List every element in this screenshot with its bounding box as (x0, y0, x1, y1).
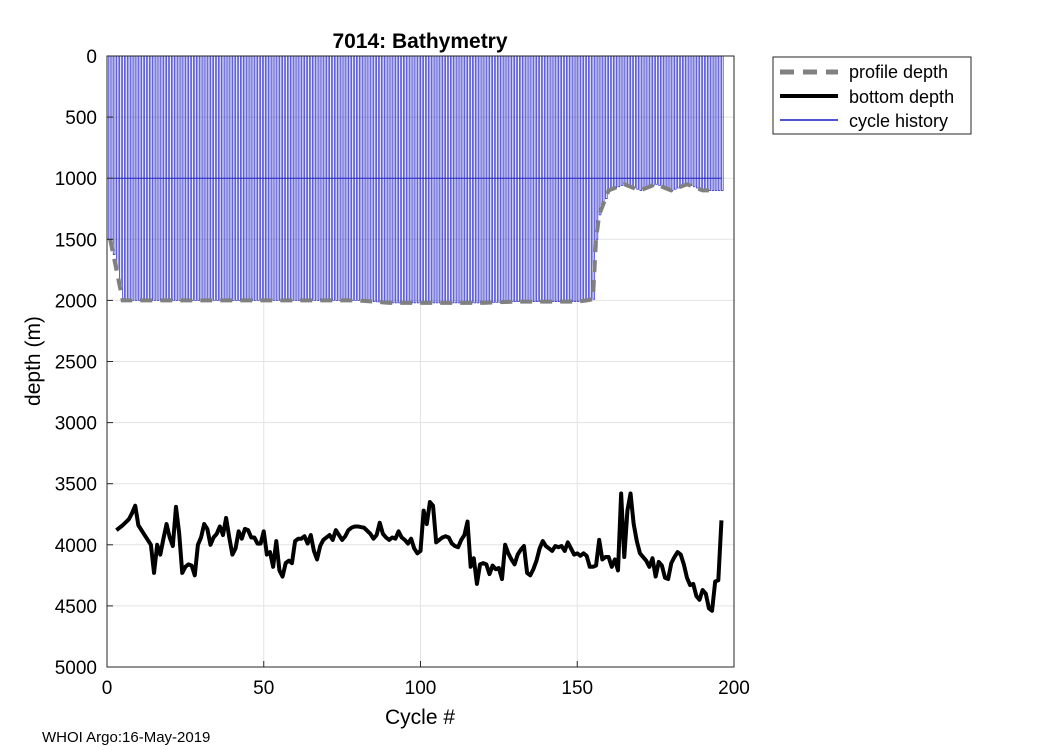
legend-label-bottom-depth: bottom depth (849, 87, 954, 107)
cycle-history-trace (398, 56, 401, 304)
y-tick-label: 3000 (55, 414, 97, 435)
y-tick-label: 3500 (55, 475, 97, 496)
cycle-history-trace (674, 56, 677, 190)
x-tick-label: 100 (405, 678, 437, 699)
cycle-history-trace (511, 56, 514, 303)
cycle-history-trace (438, 56, 442, 304)
legend: profile depth bottom depth cycle history (772, 56, 972, 135)
cycle-history-trace (373, 56, 376, 303)
x-tick-label: 0 (102, 678, 113, 699)
legend-label-profile-depth: profile depth (849, 62, 948, 82)
cycle-history-trace (714, 56, 718, 191)
cycle-history-trace (558, 56, 561, 303)
cycle-history-trace (551, 56, 555, 303)
cycle-history-trace (451, 56, 454, 304)
y-tick-label: 5000 (55, 658, 97, 679)
cycle-history-trace (620, 56, 624, 186)
cycle-history-trace (573, 56, 577, 303)
cycle-history-trace (376, 56, 379, 303)
cycle-history-trace (413, 56, 417, 304)
cycle-history-trace (514, 56, 517, 303)
legend-label-cycle-history: cycle history (849, 111, 948, 131)
cycle-history-trace (689, 56, 693, 186)
cycle-history-trace (692, 56, 696, 188)
cycle-history-trace (432, 56, 436, 304)
cycle-history-trace (598, 56, 602, 216)
bottom-depth-layer (115, 491, 724, 613)
cycle-history-trace (536, 56, 539, 303)
cycle-history-trace (677, 56, 680, 189)
y-tick-label: 500 (65, 108, 97, 129)
x-tick-label: 50 (253, 678, 274, 699)
cycle-history-trace (605, 56, 608, 199)
cycle-history-trace (595, 56, 599, 240)
bottom-depth-line (115, 491, 724, 613)
y-tick-label: 1000 (55, 169, 97, 190)
cycle-history-trace (112, 56, 116, 255)
cycle-history-trace (708, 56, 712, 191)
y-axis-ticks: 0 500 1000 1500 2000 2500 3000 3500 4000 4500 5000 (55, 47, 113, 679)
cycle-history-trace (492, 56, 495, 303)
cycle-history-trace (495, 56, 498, 303)
cycle-history-trace (636, 56, 639, 190)
cycle-history-trace (617, 56, 621, 188)
y-tick-label: 2000 (55, 291, 97, 312)
cycle-history-trace (473, 56, 476, 304)
cycle-history-trace (655, 56, 658, 185)
y-tick-label: 4500 (55, 597, 97, 618)
x-tick-label: 200 (718, 678, 750, 699)
cycle-history-trace (498, 56, 502, 303)
cycle-history-trace (532, 56, 536, 303)
cycle-history-trace (517, 56, 520, 303)
cycle-history-trace (576, 56, 580, 303)
cycle-history-trace (592, 56, 596, 300)
footer-credit: WHOI Argo:16-May-2019 (42, 729, 210, 746)
x-tick-label: 150 (561, 678, 593, 699)
profile-depth-layer (108, 182, 709, 305)
cycle-history-trace (454, 56, 458, 304)
y-axis-label: depth (m) (22, 316, 45, 406)
cycle-history-trace (476, 56, 480, 304)
cycle-history-trace (658, 56, 661, 186)
cycle-history-trace (395, 56, 398, 304)
cycle-history-trace (695, 56, 699, 189)
cycle-history-trace (435, 56, 439, 304)
cycle-history-trace (639, 56, 643, 191)
y-tick-label: 0 (86, 47, 97, 68)
cycle-history-trace (416, 56, 420, 304)
x-axis-ticks: 0 50 100 150 200 (102, 661, 750, 699)
cycle-history-trace (711, 56, 715, 191)
y-tick-label: 4000 (55, 536, 97, 557)
profile-depth-line (108, 182, 709, 305)
y-tick-label: 1500 (55, 230, 97, 251)
cycle-history-trace (391, 56, 395, 304)
cycle-history-trace (717, 56, 721, 191)
cycle-history-trace (554, 56, 558, 303)
cycle-history-trace (721, 56, 724, 191)
cycle-history-trace (457, 56, 461, 304)
y-tick-label: 2500 (55, 353, 97, 374)
chart-title: 7014: Bathymetry (332, 30, 507, 53)
x-axis-label: Cycle # (385, 706, 455, 729)
